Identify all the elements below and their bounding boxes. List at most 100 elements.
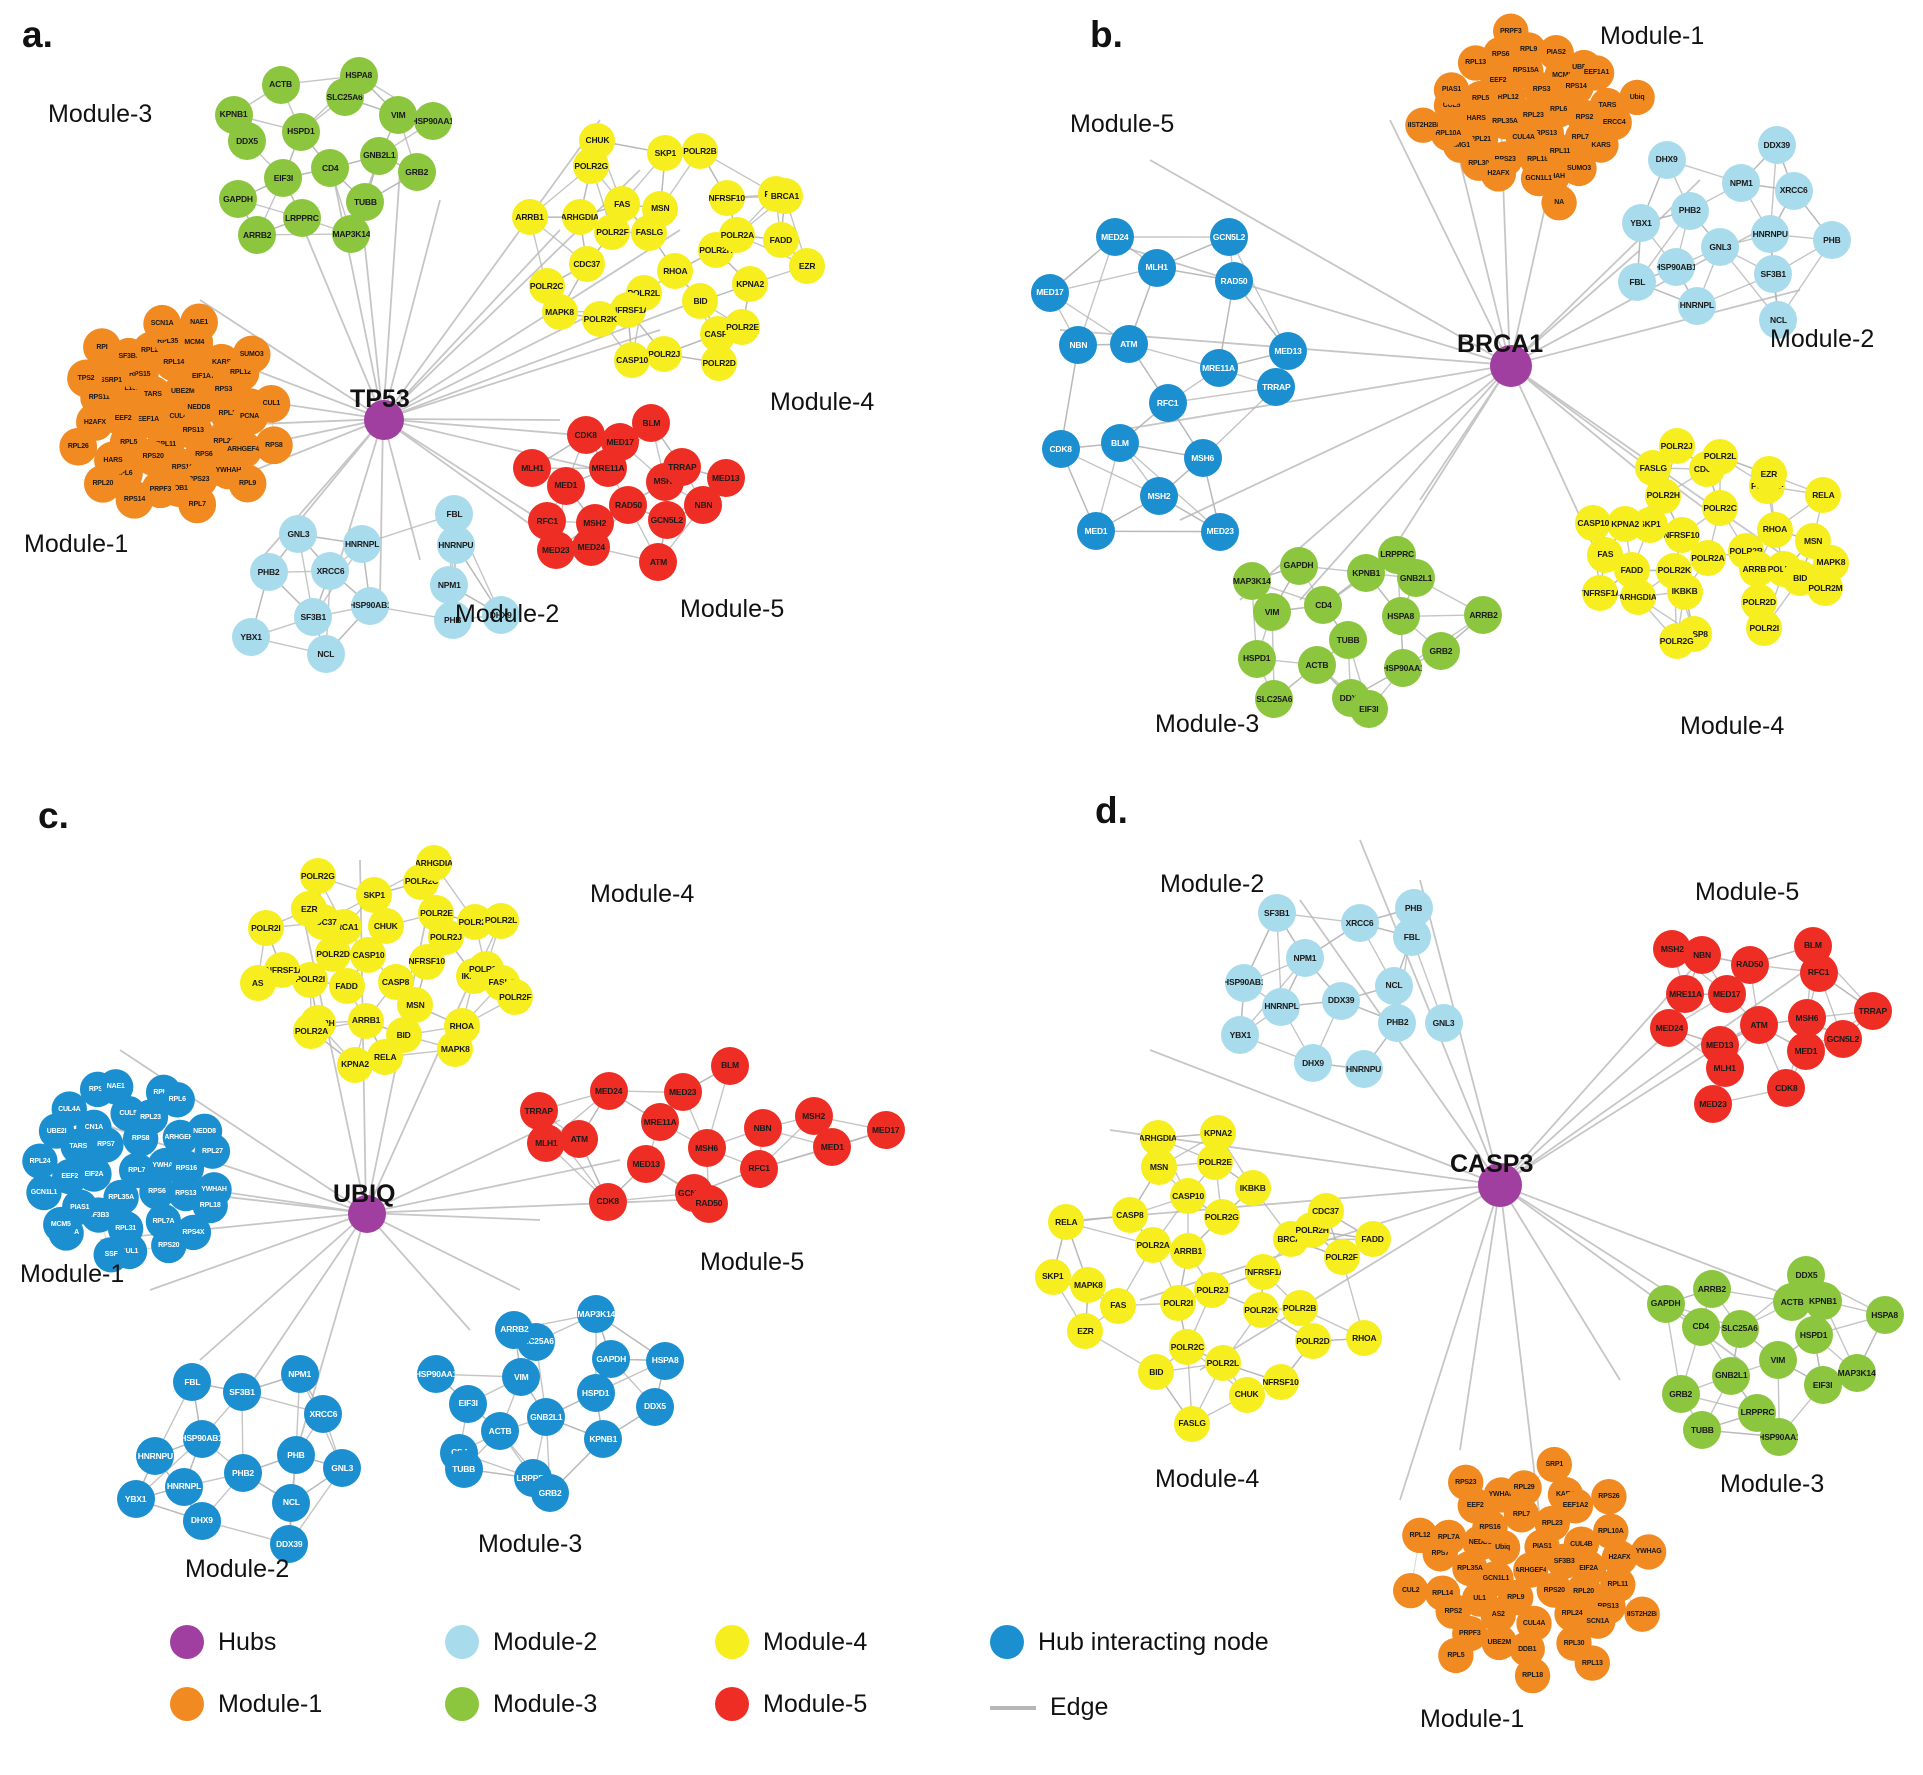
network-node[interactable]: POLR2F: [1323, 1239, 1360, 1276]
network-node[interactable]: UL1: [1464, 1583, 1495, 1614]
network-node[interactable]: HNRNPU: [136, 1436, 175, 1475]
network-node[interactable]: POLR2D: [701, 344, 738, 381]
network-node[interactable]: GCN5L2: [647, 501, 686, 540]
network-node[interactable]: YWHAG: [1633, 1536, 1664, 1567]
network-node[interactable]: HNRNPL: [1677, 286, 1716, 325]
network-node[interactable]: CD4: [1304, 586, 1343, 625]
network-node[interactable]: SF3B1: [1257, 893, 1296, 932]
network-node[interactable]: TUBB: [1329, 621, 1368, 660]
network-node[interactable]: VIM: [1758, 1341, 1797, 1380]
network-node[interactable]: SF3B1: [223, 1373, 261, 1412]
network-node[interactable]: TRRAP: [1257, 367, 1296, 406]
network-node[interactable]: POLR2J: [1658, 428, 1695, 465]
network-node[interactable]: MLH1: [1705, 1048, 1744, 1087]
network-node[interactable]: BID: [682, 283, 719, 320]
network-node[interactable]: HNRNPU: [1751, 215, 1790, 254]
network-node[interactable]: GCN5L2: [1210, 218, 1249, 257]
network-node[interactable]: MRE11A: [1199, 349, 1238, 388]
network-node[interactable]: DDB1: [1512, 1634, 1543, 1664]
network-node[interactable]: HNRNPL: [343, 525, 382, 564]
network-node[interactable]: DDX39: [270, 1524, 309, 1563]
network-node[interactable]: POLR2A: [719, 217, 756, 254]
network-node[interactable]: EEF2: [107, 402, 140, 435]
network-node[interactable]: HNRNPL: [164, 1467, 203, 1506]
network-node[interactable]: MAPK8: [541, 294, 578, 331]
network-node[interactable]: ARRB1: [1738, 550, 1775, 587]
network-node[interactable]: ATM: [639, 543, 678, 582]
network-node[interactable]: RPL6: [162, 1084, 193, 1115]
network-node[interactable]: RFC1: [740, 1149, 779, 1188]
network-node[interactable]: NCL: [272, 1483, 311, 1522]
network-node[interactable]: TUBB: [346, 183, 385, 222]
network-node[interactable]: RPL18: [1517, 1660, 1548, 1691]
network-node[interactable]: CDK8: [588, 1182, 627, 1221]
network-node[interactable]: MAP3K14: [332, 215, 371, 254]
network-node[interactable]: HNRNPU: [1344, 1050, 1383, 1089]
network-node[interactable]: PHB2: [249, 553, 288, 592]
network-node[interactable]: ARRB1: [348, 1002, 385, 1039]
network-node[interactable]: POLR2G: [299, 858, 336, 895]
network-node[interactable]: IKBKB: [1234, 1169, 1271, 1206]
network-node[interactable]: SLC25A6: [1255, 680, 1294, 719]
network-node[interactable]: HSPD1: [281, 112, 320, 151]
network-node[interactable]: ARRB2: [1464, 595, 1503, 634]
network-node[interactable]: HNRNPL: [1262, 987, 1301, 1026]
network-node[interactable]: CHUK: [367, 908, 404, 945]
network-node[interactable]: CUL1: [255, 387, 288, 420]
network-node[interactable]: RPL20: [86, 467, 119, 500]
network-node[interactable]: RPL7A: [1433, 1522, 1464, 1553]
network-node[interactable]: KPNB1: [214, 95, 253, 134]
network-node[interactable]: POLR2I: [1746, 610, 1783, 647]
network-node[interactable]: POLR2M: [1807, 570, 1844, 607]
network-node[interactable]: KPNA2: [732, 266, 769, 303]
network-node[interactable]: NPM1: [280, 1355, 319, 1394]
network-node[interactable]: NAE1: [183, 306, 216, 339]
network-node[interactable]: RPL29: [1509, 1472, 1540, 1503]
network-node[interactable]: MED17: [1707, 975, 1746, 1014]
network-node[interactable]: EZR: [1067, 1313, 1104, 1349]
network-node[interactable]: MLH1: [513, 449, 552, 488]
network-node[interactable]: HIST2H2BE: [1627, 1599, 1658, 1630]
network-node[interactable]: PHB2: [1378, 1003, 1417, 1042]
network-node[interactable]: RPL10A: [1433, 118, 1464, 149]
network-node[interactable]: ACTB: [261, 65, 300, 104]
network-node[interactable]: SKP1: [1034, 1258, 1071, 1295]
network-node[interactable]: CASP10: [1575, 505, 1612, 542]
network-node[interactable]: POLR2E: [418, 895, 455, 932]
network-node[interactable]: DDX39: [1322, 981, 1361, 1020]
network-node[interactable]: MSN: [1795, 523, 1832, 559]
network-node[interactable]: ACTB: [1297, 645, 1336, 684]
network-node[interactable]: TNFRSF10B: [1663, 517, 1700, 554]
network-node[interactable]: MSH6: [1183, 438, 1222, 477]
network-node[interactable]: RHOA: [1346, 1320, 1383, 1357]
network-node[interactable]: RAD50: [689, 1184, 728, 1223]
network-node[interactable]: FAS: [1587, 536, 1624, 573]
network-node[interactable]: KPNA2: [1607, 506, 1644, 543]
network-node[interactable]: FBL: [173, 1363, 212, 1402]
network-node[interactable]: MCM5: [45, 1209, 76, 1240]
network-node[interactable]: GRB2: [1661, 1374, 1700, 1413]
network-node[interactable]: DHX9: [1294, 1043, 1332, 1082]
network-node[interactable]: POLR2K: [1242, 1291, 1279, 1328]
network-node[interactable]: PHB2: [223, 1454, 262, 1493]
network-node[interactable]: NBN: [1059, 326, 1098, 365]
network-node[interactable]: RPL27: [197, 1136, 228, 1167]
network-node[interactable]: MSH2: [1653, 930, 1692, 969]
network-node[interactable]: EZR: [789, 247, 826, 284]
network-node[interactable]: HSP90AB1: [182, 1419, 221, 1458]
network-node[interactable]: FBL: [435, 495, 474, 534]
network-node[interactable]: MED1: [1077, 512, 1116, 551]
network-node[interactable]: HSPD1: [1237, 639, 1276, 678]
network-node[interactable]: HSP90AB1: [351, 586, 390, 625]
network-node[interactable]: HSP90AB1: [1225, 963, 1264, 1002]
network-node[interactable]: CUL2: [1395, 1575, 1426, 1606]
network-node[interactable]: POLR2L: [483, 902, 519, 939]
network-node[interactable]: MED17: [866, 1111, 905, 1150]
network-node[interactable]: SUMO3: [235, 338, 268, 371]
network-node[interactable]: GNB2L1: [527, 1398, 566, 1437]
network-node[interactable]: MED1: [813, 1128, 852, 1167]
network-node[interactable]: DHX9: [182, 1501, 221, 1540]
network-node[interactable]: MED23: [663, 1073, 702, 1112]
network-node[interactable]: SF3B1: [1754, 255, 1793, 294]
network-node[interactable]: GCN1L1: [1480, 1563, 1511, 1594]
